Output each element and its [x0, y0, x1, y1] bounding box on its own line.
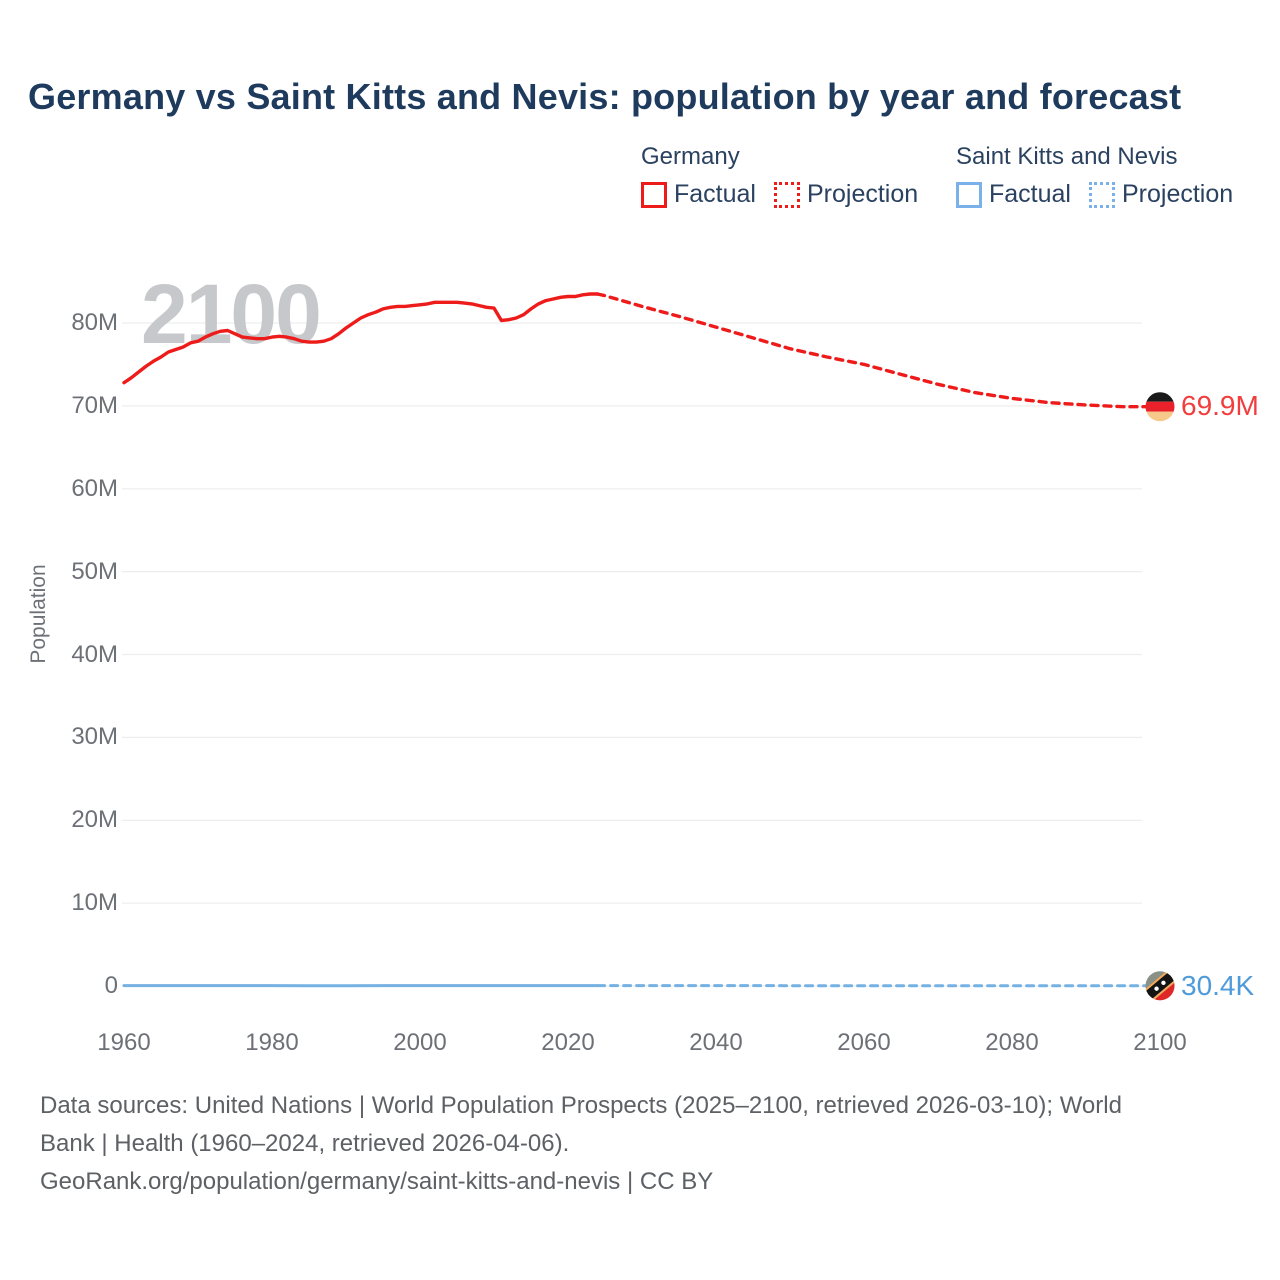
saint-kitts-and-nevis-flag-icon — [1145, 971, 1175, 1001]
legend-item-skn-factual[interactable]: Factual — [956, 180, 1071, 209]
germany-projection-swatch-icon — [773, 181, 800, 208]
watermark-year: 2100 — [141, 267, 322, 361]
x-tick-1960: 1960 — [97, 1029, 151, 1056]
legend-label-skn-projection: Projection — [1121, 180, 1234, 208]
y-tick-20m: 20M — [71, 806, 118, 834]
legend-item-germany-projection[interactable]: Projection — [773, 180, 919, 209]
footer: Data sources: United Nations | World Pop… — [40, 1087, 1250, 1201]
germany-flag-icon — [1145, 392, 1175, 422]
y-tick-30m: 30M — [71, 723, 118, 751]
page-title: Germany vs Saint Kitts and Nevis: popula… — [28, 76, 1182, 117]
x-tick-1980: 1980 — [245, 1029, 299, 1056]
legend-group-title-germany: Germany — [641, 143, 740, 170]
y-tick-60m: 60M — [71, 474, 118, 502]
legend-item-skn-projection[interactable]: Projection — [1088, 180, 1234, 209]
legend-label-germany-projection: Projection — [806, 180, 919, 208]
skn-projection-swatch-icon — [1088, 181, 1115, 208]
legend-items-saint-kitts-and-nevis: Factual Projection — [956, 180, 1233, 209]
y-tick-50m: 50M — [71, 557, 118, 585]
y-tick-80m: 80M — [71, 309, 118, 336]
footer-attribution: GeoRank.org/population/germany/saint-kit… — [40, 1168, 714, 1195]
legend: Germany Factual Projection Saint Kitts a… — [0, 143, 1280, 223]
y-tick-10m: 10M — [71, 889, 118, 917]
legend-label-germany-factual: Factual — [674, 180, 756, 208]
x-tick-2100: 2100 — [1133, 1029, 1187, 1056]
footer-sources-line-2: Bank | Health (1960–2024, retrieved 2026… — [40, 1130, 570, 1157]
legend-group-germany: Germany Factual Projection — [641, 143, 918, 209]
x-tick-2040: 2040 — [689, 1029, 743, 1056]
germany-projection — [595, 292, 1162, 409]
skn-end-value-label: 30.4K — [1181, 970, 1255, 1001]
x-tick-2060: 2060 — [837, 1029, 891, 1056]
x-tick-2080: 2080 — [985, 1029, 1039, 1056]
legend-items-germany: Factual Projection — [641, 180, 918, 209]
x-tick-2000: 2000 — [393, 1029, 447, 1056]
y-tick-40m: 40M — [71, 640, 118, 668]
germany-factual-swatch-icon — [641, 181, 667, 208]
germany-end-value-label: 69.9M — [1181, 390, 1259, 421]
skn-factual-swatch-icon — [956, 181, 982, 208]
x-tick-2020: 2020 — [541, 1029, 595, 1056]
y-tick-0: 0 — [104, 972, 118, 999]
legend-label-skn-factual: Factual — [989, 180, 1071, 208]
legend-item-germany-factual[interactable]: Factual — [641, 180, 756, 209]
y-tick-70m: 70M — [71, 391, 118, 419]
y-axis-title: Population — [27, 564, 50, 664]
legend-group-title-saint-kitts-and-nevis: Saint Kitts and Nevis — [956, 143, 1178, 170]
footer-sources-line-1: Data sources: United Nations | World Pop… — [40, 1092, 1122, 1119]
legend-group-saint-kitts-and-nevis: Saint Kitts and Nevis Factual Projection — [956, 143, 1233, 209]
